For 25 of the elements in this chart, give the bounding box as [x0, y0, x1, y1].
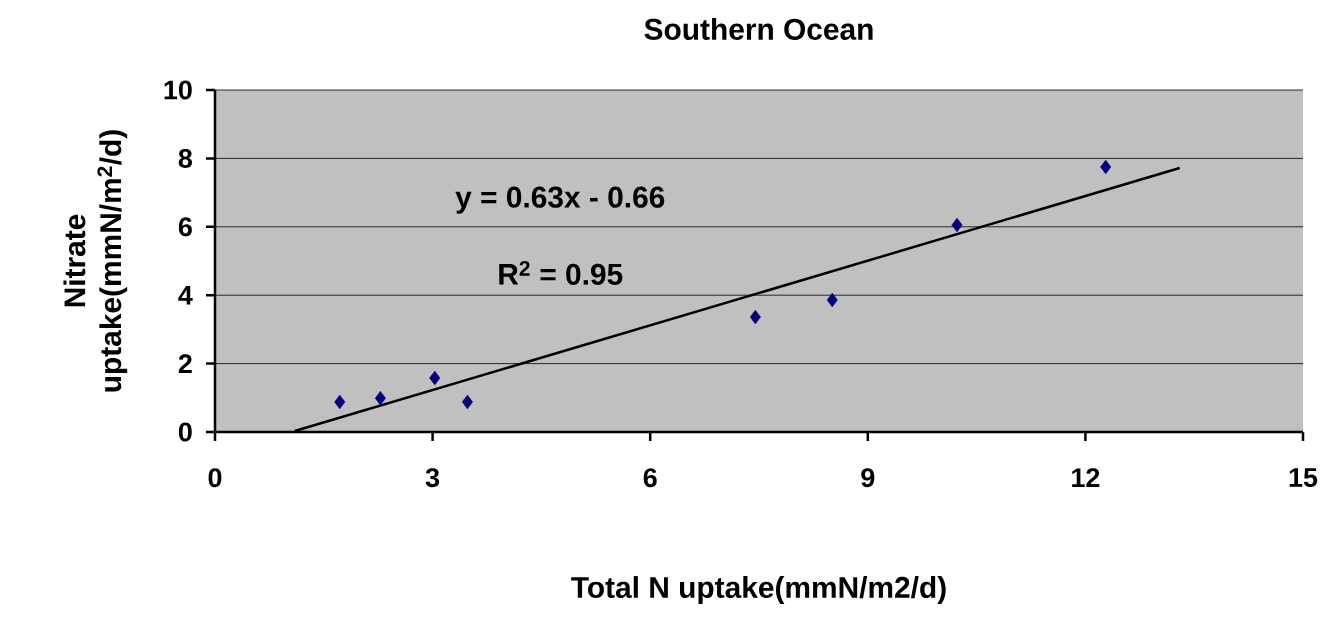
annotation: R$^{2}$ = 0.95: [499, 261, 623, 285]
point: [374, 390, 386, 406]
x-tick-label: 3: [425, 468, 440, 488]
point: [461, 394, 473, 410]
chart-title: Southern Ocean: [644, 17, 873, 40]
y-tick-label: 2: [178, 354, 192, 373]
y-tick-label: 4: [178, 285, 193, 305]
x-tick-label: 15: [1289, 468, 1318, 487]
point: [429, 370, 441, 386]
x-tick-label: 12: [1072, 468, 1100, 487]
x-axis-title: Total N uptake(mmN/m2/d): [571, 576, 946, 604]
point: [1100, 159, 1112, 175]
x-tick-label: 9: [861, 468, 875, 488]
y-tick-label: 10: [164, 80, 192, 100]
point: [951, 217, 963, 233]
x-tick-label: 6: [643, 468, 657, 488]
y-tick-label: 8: [178, 148, 193, 168]
point: [826, 292, 838, 308]
y-axis-title: Nitrate uptake(mmN/m$^{2}$/d): [63, 130, 128, 392]
x-tick-label: 0: [208, 468, 222, 488]
y-tick-label: 6: [178, 217, 192, 237]
y-tick-label: 0: [178, 422, 192, 442]
point: [334, 394, 346, 410]
point: [749, 309, 761, 325]
annotation: y = 0.63x - 0.66: [455, 186, 665, 214]
